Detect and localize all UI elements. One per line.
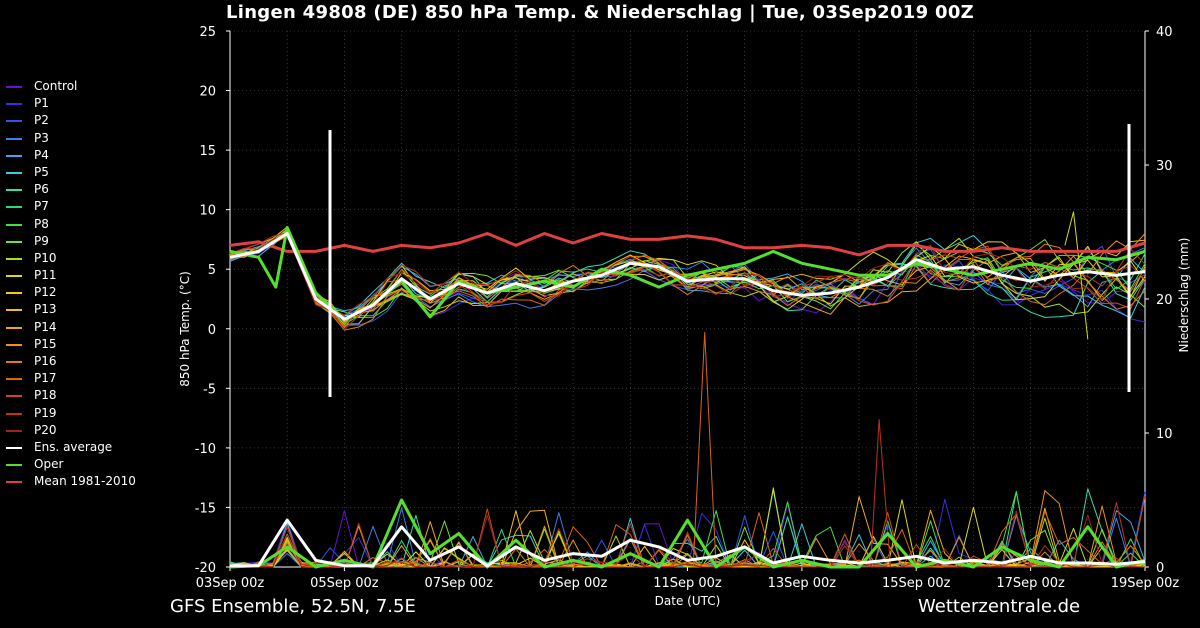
mean-1981-2010-line bbox=[229, 232, 1146, 257]
y-tick-label: -15 bbox=[195, 501, 216, 516]
member-precip-line bbox=[230, 510, 1145, 568]
y2-tick-label: 30 bbox=[1156, 159, 1173, 174]
legend-swatch bbox=[6, 137, 22, 140]
legend-swatch bbox=[6, 343, 22, 346]
legend-label: P12 bbox=[34, 285, 57, 300]
legend-label: P7 bbox=[34, 199, 49, 214]
legend-swatch bbox=[6, 154, 22, 157]
member-precip-spike bbox=[870, 419, 891, 568]
legend-label: P14 bbox=[34, 319, 57, 334]
x-tick-label: 11Sep 00z bbox=[653, 576, 722, 591]
legend-swatch bbox=[6, 326, 22, 329]
legend-swatch bbox=[6, 86, 22, 88]
legend-label: P16 bbox=[34, 354, 57, 368]
legend-label: P20 bbox=[34, 422, 57, 437]
legend-swatch bbox=[6, 309, 22, 312]
x-tick-label: 19Sep 00z bbox=[1111, 576, 1180, 591]
member-temp-line bbox=[229, 228, 1146, 312]
legend-label: P17 bbox=[34, 371, 57, 386]
member-temp-line bbox=[229, 231, 1146, 331]
y-tick-label: 0 bbox=[208, 323, 216, 338]
x-tick-label: 03Sep 00z bbox=[196, 576, 265, 591]
legend-swatch bbox=[6, 292, 22, 295]
x-tick-label: 09Sep 00z bbox=[539, 576, 608, 591]
legend-swatch bbox=[6, 275, 22, 278]
legend-label: P15 bbox=[34, 336, 57, 351]
legend-swatch bbox=[6, 206, 22, 209]
legend-label: Control bbox=[34, 79, 78, 93]
member-precip-spike bbox=[692, 332, 717, 568]
model-info: GFS Ensemble, 52.5N, 7.5E bbox=[170, 596, 416, 617]
legend-swatch bbox=[6, 464, 22, 467]
legend-swatch bbox=[6, 361, 22, 363]
legend-label: P1 bbox=[34, 96, 49, 111]
member-temp-line bbox=[229, 236, 1146, 321]
x-tick-label: 13Sep 00z bbox=[768, 576, 837, 591]
legend-swatch bbox=[6, 189, 22, 192]
y-tick-label: 25 bbox=[199, 25, 216, 40]
y2-tick-label: 20 bbox=[1156, 293, 1173, 308]
grid bbox=[229, 30, 1146, 568]
member-temp-spike bbox=[1064, 211, 1089, 340]
legend-label: P4 bbox=[34, 147, 49, 162]
x-tick-label: 05Sep 00z bbox=[310, 576, 379, 591]
y-tick-label: -20 bbox=[195, 561, 216, 576]
y-tick-label: 20 bbox=[199, 85, 216, 100]
y-tick-label: -10 bbox=[195, 442, 216, 457]
ensemble-members bbox=[229, 211, 1146, 568]
legend-label: P6 bbox=[34, 182, 49, 197]
y-tick-label: 5 bbox=[208, 263, 216, 278]
legend-label: P8 bbox=[34, 216, 49, 231]
legend-label: P9 bbox=[34, 233, 49, 248]
chart-title: Lingen 49808 (DE) 850 hPa Temp. & Nieder… bbox=[225, 2, 975, 23]
legend-swatch bbox=[6, 481, 22, 484]
y2-axis-title: Niederschlag (mm) bbox=[1177, 238, 1191, 353]
y2-tick-label: 10 bbox=[1156, 427, 1173, 442]
y-tick-label: -5 bbox=[203, 382, 216, 397]
y-tick-label: 15 bbox=[199, 144, 216, 159]
source-credit: Wetterzentrale.de bbox=[918, 596, 1081, 617]
legend-swatch bbox=[6, 240, 22, 243]
legend-label: P18 bbox=[34, 388, 57, 403]
legend-label: P19 bbox=[34, 405, 57, 420]
y-tick-label: 10 bbox=[199, 204, 216, 219]
legend-swatch bbox=[6, 412, 22, 415]
member-precip-line bbox=[229, 534, 1145, 568]
legend-swatch bbox=[6, 429, 22, 432]
x-tick-label: 17Sep 00z bbox=[996, 576, 1065, 591]
member-precip-line bbox=[230, 490, 1146, 568]
x-tick-label: 07Sep 00z bbox=[424, 576, 493, 591]
legend-label: P2 bbox=[34, 113, 49, 128]
legend-swatch bbox=[6, 395, 22, 398]
legend-swatch bbox=[6, 446, 22, 449]
legend-swatch bbox=[6, 378, 22, 381]
legend-swatch bbox=[6, 223, 22, 226]
legend-label: P5 bbox=[34, 164, 49, 179]
legend-swatch bbox=[6, 257, 22, 260]
y2-tick-label: 0 bbox=[1156, 561, 1164, 576]
member-temp-line bbox=[229, 234, 1146, 316]
legend-label: P3 bbox=[34, 130, 49, 145]
legend-label: Ens. average bbox=[34, 439, 113, 454]
x-tick-label: 15Sep 00z bbox=[882, 576, 951, 591]
ens-average-precip-line bbox=[230, 518, 1146, 568]
forecast-range-markers bbox=[328, 124, 1131, 397]
legend-label: P10 bbox=[34, 250, 57, 265]
y2-tick-label: 40 bbox=[1156, 25, 1173, 40]
legend-label: P13 bbox=[34, 302, 57, 317]
oper-precip-line bbox=[229, 498, 1146, 569]
main-series bbox=[229, 226, 1146, 569]
ens-average-temp-line bbox=[229, 232, 1146, 321]
legend-label: Oper bbox=[34, 457, 64, 472]
legend-swatch bbox=[6, 120, 22, 123]
legend-swatch bbox=[6, 103, 22, 106]
legend-label: Mean 1981-2010 bbox=[34, 474, 136, 489]
x-axis-title: Date (UTC) bbox=[655, 594, 721, 608]
y-axis-title: 850 hPa Temp. (°C) bbox=[178, 271, 192, 387]
legend-swatch bbox=[6, 171, 22, 174]
legend-label: P11 bbox=[34, 268, 57, 283]
axis-labels: 25 20 15 10 5 0 -5 -10 -15 -20 40 30 20 10 0 03Sep 00z 0… bbox=[178, 25, 1191, 608]
